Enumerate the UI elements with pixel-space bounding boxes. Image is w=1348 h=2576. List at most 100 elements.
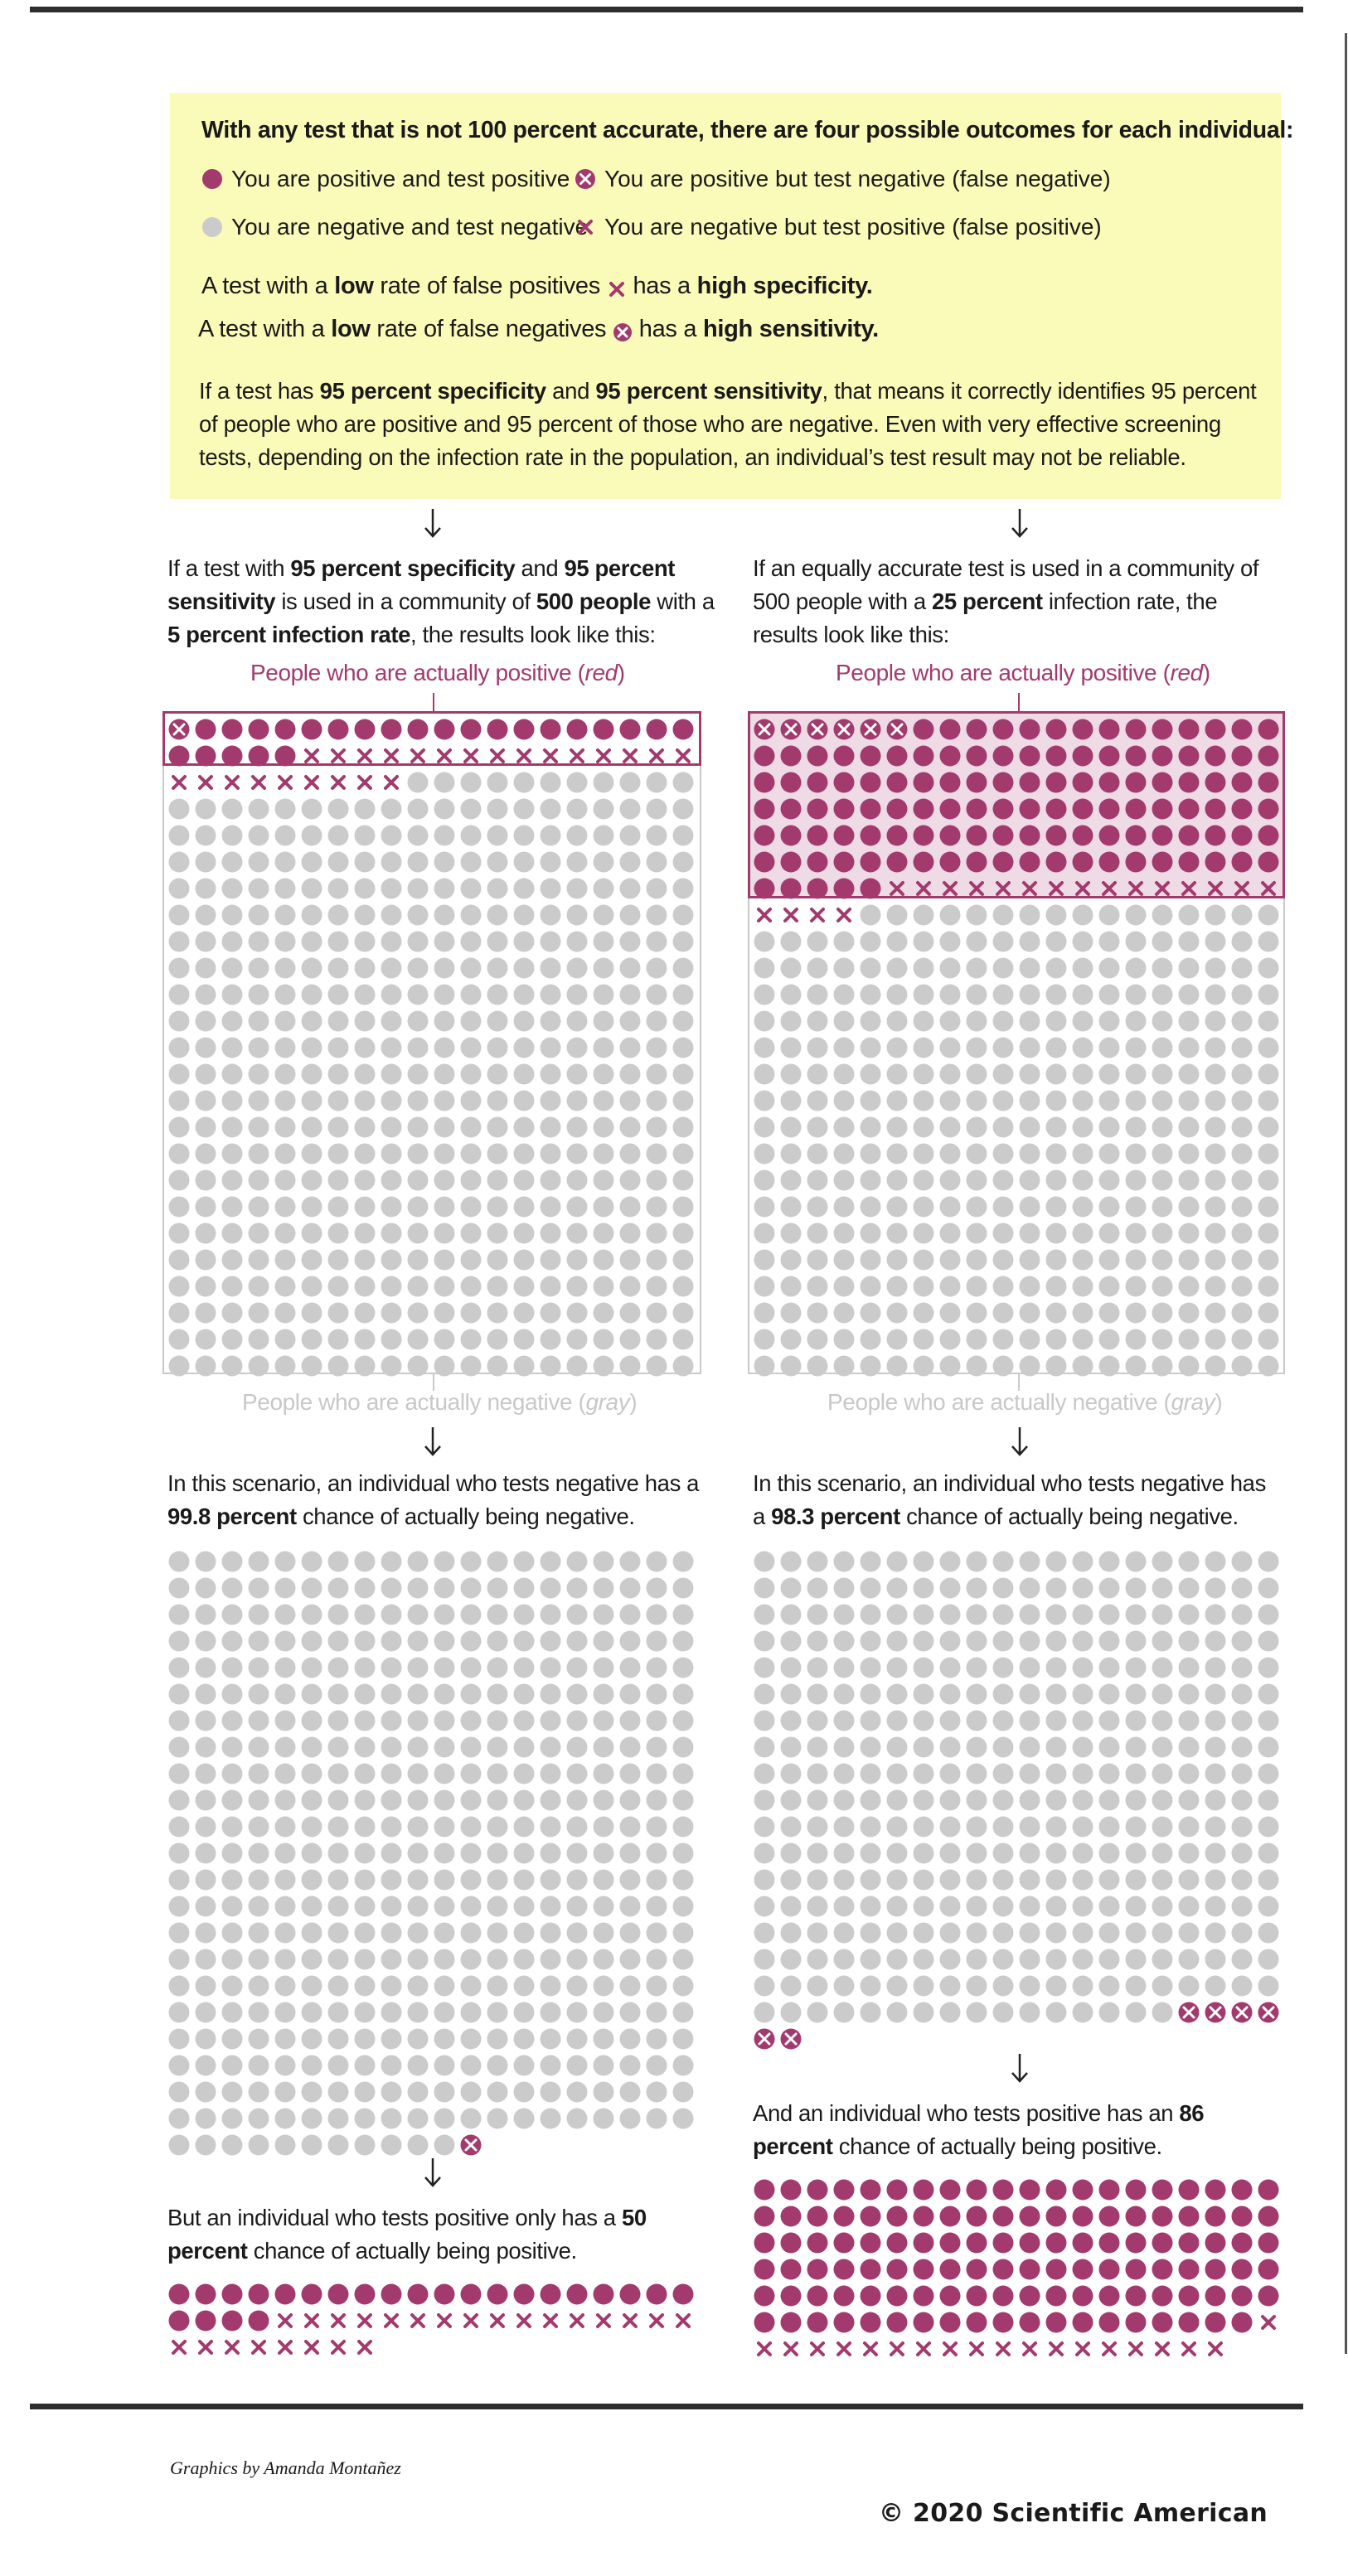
true-negative-mark [460,2028,482,2050]
true-negative-mark [327,1355,349,1377]
true-negative-mark [540,1975,561,1997]
false-positive-mark [1261,2315,1276,2330]
true-negative-mark [487,1090,508,1111]
true-negative-mark [327,1922,349,1944]
true-negative-mark [248,1063,269,1085]
true-negative-mark [1125,1010,1147,1032]
right-tested-positive-grid [754,2179,1279,2356]
true-negative-mark [1205,957,1226,979]
true-negative-mark [593,1922,614,1944]
true-negative-mark [593,2108,614,2129]
true-negative-mark [672,1355,694,1377]
true-negative-mark [301,1922,322,1944]
true-negative-mark [672,1896,694,1917]
spec-c: rate of false positives [373,273,607,299]
true-negative-mark [833,1223,855,1244]
true-negative-mark [221,2108,243,2129]
true-negative-mark [513,798,535,820]
true-negative-mark [354,1896,376,1917]
true-negative-mark [1152,1063,1173,1085]
sens-d: has a [633,316,703,342]
true-negative-mark [1019,1869,1040,1891]
true-negative-mark [460,2108,482,2129]
true-negative-mark [913,1789,934,1811]
true-negative-mark [487,1975,508,1997]
true-negative-mark [593,957,614,979]
true-negative-mark [513,825,535,846]
true-negative-mark [248,1896,269,1917]
true-negative-mark [780,1630,802,1652]
true-positive-mark [780,825,802,846]
true-negative-mark [780,957,802,979]
true-negative-mark [913,1630,934,1652]
true-negative-mark [513,1551,535,1572]
true-negative-mark [274,1922,296,1944]
true-positive-mark [1231,2285,1253,2307]
true-positive-mark [860,772,881,793]
true-negative-mark [354,2134,376,2156]
true-negative-mark [434,1355,455,1377]
true-negative-mark [195,1975,216,1997]
true-negative-mark [754,1896,775,1917]
true-negative-mark [646,1896,667,1917]
true-negative-mark [566,2081,588,2103]
true-positive-mark [1072,2206,1093,2227]
true-negative-mark [327,1949,349,1970]
true-negative-mark [1019,1683,1040,1705]
true-negative-mark [646,878,667,899]
true-positive-mark [807,851,828,873]
true-positive-mark [248,719,269,740]
true-negative-mark [1231,1302,1253,1324]
true-positive-mark [327,2283,349,2305]
true-negative-mark [939,1949,961,1970]
true-negative-mark [1205,1223,1226,1244]
true-negative-mark [1098,1302,1120,1324]
true-negative-mark [381,984,402,1005]
true-positive-mark [434,2283,455,2305]
true-negative-mark [301,1329,322,1350]
true-negative-mark [1258,1302,1279,1324]
true-negative-mark [672,851,694,873]
true-positive-mark [807,825,828,846]
false-negative-icon [613,319,633,341]
false-positive-mark [278,2340,293,2355]
true-negative-mark [1125,1763,1147,1784]
true-positive-mark [593,2283,614,2305]
true-negative-mark [195,1736,216,1758]
true-positive-mark [860,878,881,899]
true-negative-mark [248,2002,269,2023]
true-positive-mark [780,2312,802,2333]
true-negative-mark [407,1551,429,1572]
true-negative-mark [460,1037,482,1058]
true-negative-mark [274,1736,296,1758]
true-positive-mark [1231,825,1253,846]
true-negative-mark [540,1869,561,1891]
true-negative-mark [833,1355,855,1377]
true-negative-mark [672,798,694,820]
true-negative-mark [566,1302,588,1324]
true-negative-mark [886,1196,908,1218]
true-negative-mark [1152,1789,1173,1811]
true-negative-mark [593,1736,614,1758]
true-negative-mark [354,1763,376,1784]
true-negative-mark [460,1710,482,1731]
true-positive-mark [1231,851,1253,873]
true-negative-mark [168,1657,190,1678]
true-negative-mark [195,2081,216,2103]
true-negative-mark [221,1169,243,1191]
true-negative-mark [754,1037,775,1058]
true-negative-mark [566,1683,588,1705]
true-negative-mark [221,2028,243,2050]
true-negative-mark [354,1063,376,1085]
true-negative-mark [301,1842,322,1864]
true-negative-mark [593,931,614,952]
true-negative-mark [807,1842,828,1864]
true-negative-mark [513,1710,535,1731]
true-negative-mark [381,957,402,979]
true-negative-mark [407,1816,429,1838]
true-positive-mark [886,2259,908,2280]
true-positive-mark [807,2259,828,2280]
true-negative-mark [992,1249,1014,1271]
true-negative-mark [354,878,376,899]
true-negative-mark [966,1143,987,1165]
